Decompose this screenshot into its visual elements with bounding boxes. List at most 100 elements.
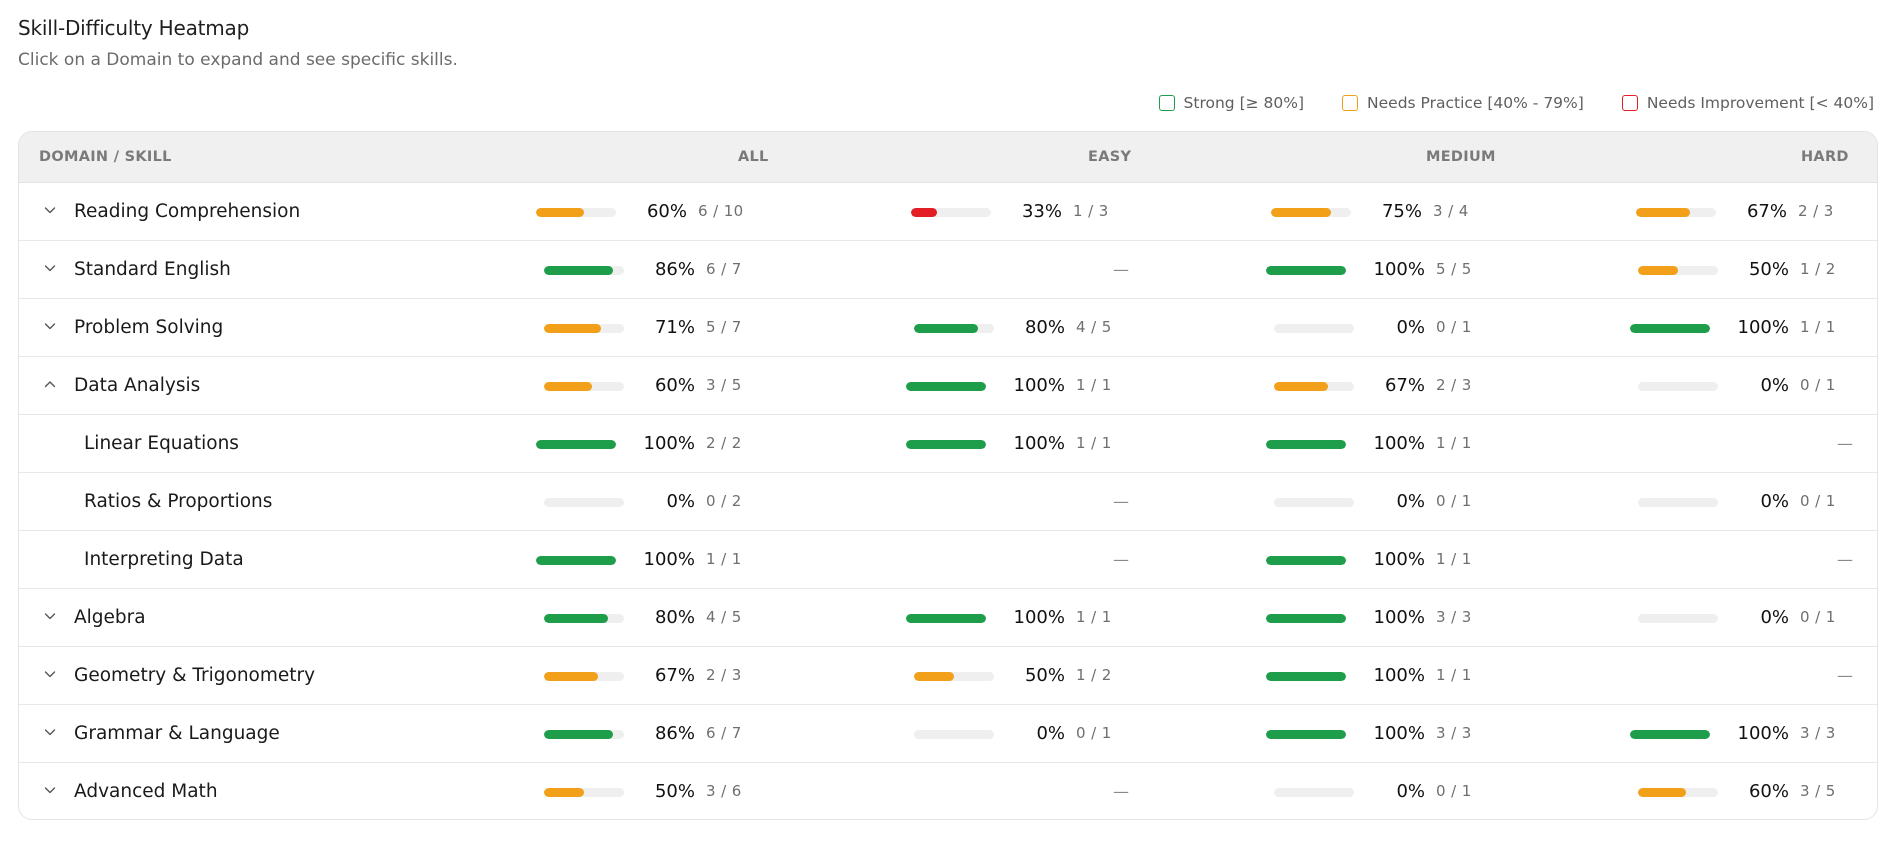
domain-name[interactable]: Algebra — [74, 607, 146, 628]
chevron-down-icon — [44, 613, 56, 620]
header-easy: EASY — [1088, 149, 1132, 165]
progress-fill — [911, 208, 938, 217]
legend-swatch-needs-practice — [1342, 95, 1359, 111]
percent-value: 71% — [654, 317, 695, 338]
percent-value: 67% — [1384, 375, 1425, 396]
fraction-value: 6 / 10 — [698, 202, 744, 220]
progress-bar — [1274, 324, 1354, 333]
fraction-value: 1 / 2 — [1076, 666, 1112, 684]
empty-dash: — — [1837, 666, 1853, 685]
cell-all: 67% 2 / 3 — [19, 647, 741, 705]
chevron-up-icon[interactable] — [43, 377, 57, 391]
fraction-value: 6 / 7 — [706, 260, 742, 278]
chevron-down-icon[interactable] — [43, 609, 57, 623]
domain-row-grammar-and-language[interactable]: Grammar & Language 86% 6 / 7 0% 0 / 1 100% 3 /… — [19, 705, 1877, 763]
empty-dash: — — [1113, 550, 1129, 569]
cell-medium: 100% 5 / 5 — [19, 241, 1471, 299]
percent-value: 0% — [666, 491, 695, 512]
chevron-down-icon — [44, 265, 56, 272]
fraction-value: 1 / 1 — [1436, 434, 1472, 452]
fraction-value: 5 / 7 — [706, 318, 742, 336]
progress-bar — [1266, 440, 1346, 449]
progress-bar — [1271, 208, 1351, 217]
domain-row-reading-comprehension[interactable]: Reading Comprehension 60% 6 / 10 33% 1 / 3 75… — [19, 183, 1877, 241]
chevron-down-icon[interactable] — [43, 261, 57, 275]
domain-row-data-analysis[interactable]: Data Analysis 60% 3 / 5 100% 1 / 1 67% 2 / 3 0%… — [19, 357, 1877, 415]
percent-value: 100% — [1373, 259, 1425, 280]
fraction-value: 1 / 1 — [1076, 434, 1112, 452]
percent-value: 100% — [1013, 375, 1065, 396]
cell-medium: 67% 2 / 3 — [19, 357, 1471, 415]
progress-fill — [536, 208, 584, 217]
skill-row-linear-equations: Linear Equations 100% 2 / 2 100% 1 / 1 100% 1 … — [19, 415, 1877, 473]
progress-fill — [544, 730, 613, 739]
chevron-down-icon — [44, 671, 56, 678]
heatmap-table: DOMAIN / SKILL ALL EASY MEDIUM HARD Read… — [18, 131, 1878, 820]
progress-fill — [1266, 266, 1346, 275]
domain-name[interactable]: Reading Comprehension — [74, 201, 301, 222]
progress-fill — [906, 382, 986, 391]
progress-fill — [1271, 208, 1331, 217]
progress-bar — [1266, 614, 1346, 623]
progress-fill — [1638, 788, 1686, 797]
progress-bar — [536, 208, 616, 217]
chevron-down-icon[interactable] — [43, 725, 57, 739]
percent-value: 0% — [1396, 317, 1425, 338]
empty-dash: — — [1113, 782, 1129, 801]
progress-fill — [1636, 208, 1690, 217]
percent-value: 0% — [1760, 375, 1789, 396]
fraction-value: 0 / 1 — [1436, 782, 1472, 800]
domain-name[interactable]: Geometry & Trigonometry — [74, 665, 316, 686]
chevron-down-icon[interactable] — [43, 667, 57, 681]
domain-row-problem-solving[interactable]: Problem Solving 71% 5 / 7 80% 4 / 5 0% 0 / 1 10… — [19, 299, 1877, 357]
cell-all: 60% 6 / 10 — [19, 183, 743, 241]
progress-fill — [1266, 614, 1346, 623]
fraction-value: 2 / 3 — [1798, 202, 1834, 220]
cell-medium: 75% 3 / 4 — [19, 183, 1468, 241]
chevron-down-icon[interactable] — [43, 319, 57, 333]
fraction-value: 0 / 1 — [1436, 492, 1472, 510]
fraction-value: 3 / 5 — [706, 376, 742, 394]
progress-fill — [544, 788, 584, 797]
domain-row-algebra[interactable]: Algebra 80% 4 / 5 100% 1 / 1 100% 3 / 3 0% 0 / 1 — [19, 589, 1877, 647]
domain-row-standard-english[interactable]: Standard English 86% 6 / 7 — 100% 5 / 5 50% 1 /… — [19, 241, 1877, 299]
domain-name[interactable]: Standard English — [74, 259, 231, 280]
cell-hard: 0% 0 / 1 — [19, 473, 1835, 531]
progress-fill — [906, 440, 986, 449]
progress-bar — [906, 440, 986, 449]
progress-fill — [1630, 324, 1710, 333]
progress-fill — [1266, 730, 1346, 739]
cell-all: 0% 0 / 2 — [19, 473, 741, 531]
header-medium: MEDIUM — [1426, 149, 1496, 165]
cell-all: 80% 4 / 5 — [19, 589, 741, 647]
cell-all: 50% 3 / 6 — [19, 763, 741, 819]
domain-name[interactable]: Data Analysis — [74, 375, 201, 396]
fraction-value: 0 / 1 — [1800, 376, 1836, 394]
percent-value: 100% — [1373, 723, 1425, 744]
cell-medium: 100% 1 / 1 — [19, 531, 1471, 589]
percent-value: 50% — [654, 781, 695, 802]
chevron-down-icon[interactable] — [43, 203, 57, 217]
skill-name: Ratios & Proportions — [84, 491, 273, 512]
domain-name[interactable]: Advanced Math — [74, 781, 218, 802]
fraction-value: 1 / 1 — [1436, 550, 1472, 568]
chevron-down-icon[interactable] — [43, 783, 57, 797]
domain-name[interactable]: Problem Solving — [74, 317, 224, 338]
progress-bar — [1266, 266, 1346, 275]
percent-value: 80% — [1024, 317, 1065, 338]
cell-medium: 100% 1 / 1 — [19, 647, 1471, 705]
domain-name[interactable]: Grammar & Language — [74, 723, 280, 744]
progress-fill — [536, 556, 616, 565]
legend-item-needs-practice: Needs Practice [40% - 79%] — [1342, 94, 1584, 112]
progress-bar — [1638, 614, 1718, 623]
progress-bar — [544, 266, 624, 275]
domain-row-advanced-math[interactable]: Advanced Math 50% 3 / 6 — 0% 0 / 1 60% 3 / 5 — [19, 763, 1877, 819]
chevron-down-icon — [44, 323, 56, 330]
progress-bar — [1274, 382, 1354, 391]
cell-medium: 100% 3 / 3 — [19, 705, 1471, 763]
percent-value: 100% — [1013, 433, 1065, 454]
progress-bar — [536, 440, 616, 449]
header-domain-skill: DOMAIN / SKILL — [39, 149, 172, 165]
cell-medium: 100% 1 / 1 — [19, 415, 1471, 473]
